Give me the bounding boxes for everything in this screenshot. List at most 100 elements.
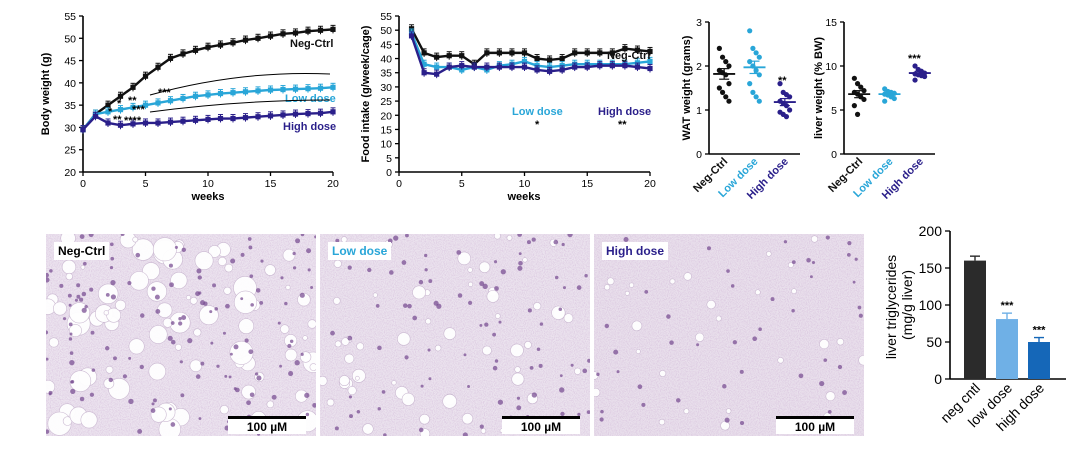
histology-label-high-dose: High dose — [602, 242, 669, 260]
fi-data-point — [634, 47, 641, 53]
cell-nucleus — [178, 321, 183, 326]
cell-nucleus — [559, 374, 563, 377]
cell-nucleus — [492, 365, 498, 371]
cell-nucleus — [46, 277, 50, 283]
cell-nucleus — [212, 283, 217, 288]
bw-star-5: *** — [132, 104, 146, 116]
cell-nucleus — [69, 351, 74, 355]
fi-data-point — [459, 63, 465, 69]
bw-data-point — [317, 85, 324, 91]
lipid-vacuole — [355, 375, 360, 381]
lipid-vacuole — [511, 372, 525, 386]
lipid-vacuole — [401, 392, 415, 406]
lipid-vacuole — [266, 400, 275, 409]
cell-nucleus — [79, 297, 84, 302]
cell-nucleus — [89, 287, 94, 292]
cell-nucleus — [277, 321, 281, 325]
wat-point — [716, 85, 722, 91]
wat-point — [747, 28, 753, 34]
cell-nucleus — [809, 275, 813, 279]
cell-nucleus — [330, 330, 335, 336]
cell-nucleus — [284, 301, 288, 306]
bw-x-tick-label: 10 — [202, 178, 214, 190]
cell-nucleus — [248, 245, 253, 250]
fi-data-point — [584, 64, 590, 70]
cell-nucleus — [154, 294, 160, 300]
lipid-vacuole — [372, 292, 378, 298]
cell-nucleus — [791, 260, 796, 265]
lipid-vacuole — [787, 262, 794, 268]
tg-y-tick-label: 200 — [919, 223, 943, 239]
bw-x-label: weeks — [190, 191, 224, 203]
cell-nucleus — [492, 332, 497, 337]
wat-point — [723, 59, 729, 65]
cell-nucleus — [249, 274, 254, 279]
cell-nucleus — [76, 283, 81, 288]
cell-nucleus — [254, 372, 259, 376]
fi-data-point — [547, 68, 553, 74]
bw-data-point — [280, 86, 286, 93]
fi-data-point — [446, 64, 452, 70]
bw-data-point — [192, 93, 199, 99]
bw-legend-high-dose: High dose — [283, 121, 336, 133]
lipid-vacuole — [189, 296, 198, 305]
lipid-vacuole — [48, 337, 59, 348]
lipid-vacuole — [302, 335, 308, 341]
bw-data-point — [180, 95, 186, 102]
bw-data-point — [155, 100, 161, 106]
fi-data-point — [622, 63, 628, 69]
bw-data-point — [317, 27, 324, 33]
lipid-vacuole — [397, 332, 411, 346]
cell-nucleus — [228, 375, 232, 379]
cell-nucleus — [81, 291, 87, 297]
cell-nucleus — [493, 260, 498, 264]
lipid-vacuole — [152, 237, 177, 262]
cell-nucleus — [494, 286, 499, 291]
lipid-vacuole — [52, 301, 67, 316]
cell-nucleus — [170, 422, 176, 427]
bw-data-point — [305, 111, 311, 117]
cell-nucleus — [198, 291, 202, 295]
cell-nucleus — [197, 275, 202, 280]
lipid-vacuole — [129, 271, 149, 291]
bw-bracket-lower — [149, 99, 331, 113]
cell-nucleus — [706, 246, 712, 251]
wat-point — [716, 45, 722, 52]
cell-nucleus — [314, 235, 316, 239]
lipid-vacuole — [628, 282, 635, 288]
bw-data-point — [205, 92, 211, 98]
cell-nucleus — [586, 410, 590, 415]
fi-data-point — [496, 50, 502, 56]
cell-nucleus — [516, 405, 522, 411]
wat-y-tick-label: 2 — [696, 61, 702, 73]
cell-nucleus — [842, 390, 847, 395]
cell-nucleus — [244, 338, 249, 343]
bw-data-point — [217, 90, 224, 97]
fi-data-point — [459, 67, 465, 73]
cell-nucleus — [558, 307, 563, 312]
cell-nucleus — [74, 298, 78, 302]
cell-nucleus — [216, 364, 220, 368]
lipid-vacuole — [683, 408, 690, 415]
cell-nucleus — [90, 330, 95, 335]
lw-y-tick-label: 15 — [825, 17, 837, 29]
bw-data-point — [267, 113, 274, 119]
fi-data-point — [434, 64, 440, 70]
cell-nucleus — [280, 276, 284, 280]
fi-data-point — [647, 48, 653, 55]
lipid-vacuole — [338, 375, 350, 386]
bw-y-tick-label: 45 — [64, 56, 76, 68]
lipid-vacuole — [419, 413, 430, 425]
fi-data-point — [459, 53, 465, 59]
cell-nucleus — [68, 322, 73, 327]
cell-nucleus — [83, 261, 87, 266]
lipid-vacuole — [563, 313, 574, 324]
fi-data-point — [647, 65, 653, 72]
fi-x-tick-label: 0 — [396, 178, 402, 190]
lipid-vacuole — [533, 302, 542, 311]
cell-nucleus — [518, 260, 523, 266]
lipid-vacuole — [706, 299, 716, 310]
lw-y-tick-label: 10 — [825, 61, 837, 73]
